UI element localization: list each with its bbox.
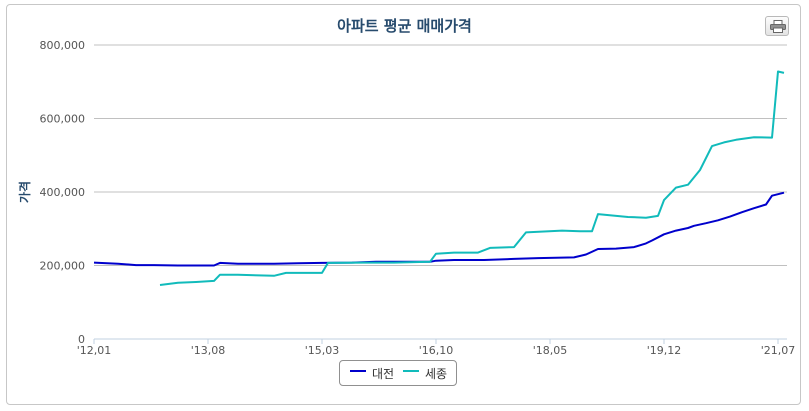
print-button[interactable] [765,16,789,36]
legend-swatch-daejeon [350,370,366,372]
y-axis-label: 가격 [17,181,32,203]
legend-item-sejong[interactable]: 세종 [425,367,448,381]
series-line-sejong[interactable] [159,70,785,286]
y-tick-label: 800,000 [40,39,86,52]
y-tick-label: 0 [78,333,85,346]
x-axis-ticks: '12,01 '13,08 '15,03 '16,10 '18,05 '19,12 '21,… [77,339,796,357]
legend: 대전 세종 [339,360,457,386]
y-tick-label: 600,000 [40,113,86,126]
x-tick-label: '12,01 [77,344,112,357]
legend-item-daejeon[interactable]: 대전 [372,367,395,381]
x-tick-label: '16,10 [419,344,454,357]
chart-container: 아파트 평균 매매가격 [6,4,801,405]
printer-icon [770,20,786,33]
x-tick-label: '13,08 [191,344,226,357]
x-tick-label: '15,03 [305,344,340,357]
x-tick-label: '19,12 [647,344,682,357]
legend-swatch-sejong [403,370,419,372]
chart-title: 아파트 평균 매매가격 [337,17,472,35]
x-tick-label: '18,05 [533,344,568,357]
y-axis-ticks: 0 200,000 400,000 600,000 800,000 [40,39,86,346]
x-tick-label: '21,07 [761,344,796,357]
series-lines [93,70,785,286]
gridlines [94,44,787,266]
y-tick-label: 200,000 [40,260,86,273]
series-line-daejeon[interactable] [93,191,785,267]
y-tick-label: 400,000 [40,186,86,199]
